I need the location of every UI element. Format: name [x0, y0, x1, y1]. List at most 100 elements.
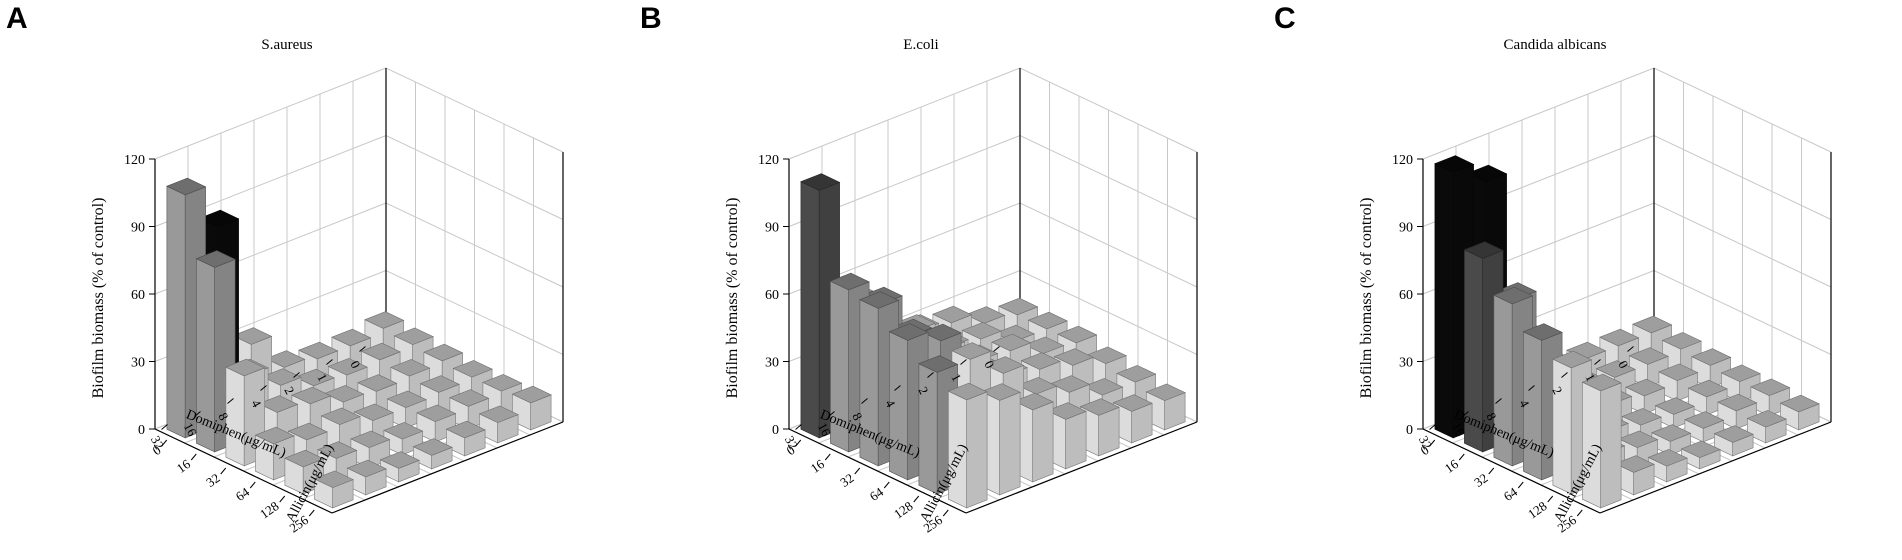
- z-tick-label: 0: [772, 423, 779, 438]
- bar-top: [1046, 402, 1087, 420]
- bar-top: [918, 355, 959, 373]
- bar-top: [232, 327, 273, 345]
- chart-candida-albicans: Candida albicans 0 30 60 90 120 Biofilm biomas…: [1358, 37, 1832, 536]
- y-axis-line: [965, 421, 1198, 514]
- y-tick: [220, 467, 227, 475]
- x-tick: [1594, 359, 1601, 365]
- y-tick-label: 32: [837, 470, 856, 490]
- z-tick-label: 0: [1406, 423, 1413, 438]
- z-tick-label: 90: [1399, 221, 1413, 236]
- y-tick: [1517, 481, 1524, 489]
- bar-top: [166, 177, 207, 196]
- bar-top: [800, 173, 841, 191]
- bar-top: [1595, 360, 1636, 378]
- bar-top: [991, 333, 1032, 352]
- bar-top: [1116, 365, 1157, 383]
- bar-top: [1658, 363, 1699, 381]
- bar-top: [1463, 241, 1504, 259]
- bar: [1779, 394, 1820, 431]
- x-tick: [1561, 372, 1568, 378]
- bar-face-left: [166, 185, 186, 439]
- bar-top: [1027, 311, 1068, 330]
- panel-c: C Candida albicans 0 30 60 90 120 Biofilm biom…: [1268, 0, 1902, 555]
- x-tick: [795, 424, 802, 430]
- panel-b: B E.coli 0 30 60 90 120 Biofilm biomass (% of …: [634, 0, 1268, 555]
- y-tick-label: 16: [808, 456, 828, 476]
- bar: [1713, 425, 1754, 457]
- bar-face-right: [1600, 382, 1622, 509]
- bar-top: [364, 311, 405, 329]
- bar-top: [452, 360, 493, 378]
- grid-line: [1422, 67, 1832, 160]
- y-tick: [942, 509, 949, 517]
- bar-face-left: [1552, 358, 1572, 495]
- x-tick: [927, 372, 934, 378]
- bar-top: [1632, 315, 1673, 334]
- y-tick: [1429, 439, 1436, 447]
- x-tick: [861, 398, 868, 404]
- bar-top: [980, 383, 1021, 401]
- y-tick-label: 64: [1501, 484, 1521, 504]
- bar-top: [829, 272, 870, 291]
- bar: [947, 382, 988, 509]
- bar-top: [393, 327, 434, 345]
- bar: [1684, 411, 1725, 443]
- bar-top: [1599, 328, 1640, 347]
- bar-top: [287, 422, 328, 441]
- chart-title: Candida albicans: [1504, 37, 1607, 53]
- bar-top: [327, 358, 368, 376]
- y-tick: [1576, 509, 1583, 517]
- bar-top: [298, 341, 339, 360]
- bar-top: [320, 407, 361, 425]
- bar: [1680, 440, 1721, 470]
- bar-face-right: [1065, 410, 1087, 470]
- x-tick: [1429, 424, 1436, 430]
- bar-face-right: [999, 391, 1021, 496]
- bar-top: [195, 250, 236, 268]
- bar-top: [346, 459, 387, 478]
- bar-top: [511, 385, 552, 404]
- bar-top: [313, 470, 354, 488]
- bar-top: [1614, 455, 1655, 473]
- bar-top: [254, 426, 295, 445]
- y-tick: [824, 453, 831, 461]
- z-tick-label: 120: [758, 153, 779, 168]
- x-tick: [326, 359, 333, 365]
- bars: [166, 177, 552, 509]
- x-tick: [260, 385, 267, 391]
- bar: [1614, 455, 1655, 496]
- bar-top: [258, 395, 299, 413]
- bar-top: [284, 449, 325, 468]
- bar-top: [1493, 286, 1534, 305]
- x-axis-line: [154, 428, 333, 514]
- bar-top: [1552, 350, 1593, 369]
- bar: [1687, 379, 1728, 416]
- bars: [800, 173, 1186, 509]
- chart-s-aureus: S.aureus 0 30 60 90 120 Biofilm biomass (% of …: [90, 37, 564, 536]
- panel-letter-a: A: [6, 2, 28, 35]
- bar-top: [294, 368, 335, 387]
- y-tick: [913, 495, 920, 503]
- bar-face-right: [1098, 406, 1120, 457]
- x-tick: [1462, 411, 1469, 417]
- bar-top: [1467, 164, 1508, 183]
- bar-top: [1625, 378, 1666, 397]
- bar-top: [1083, 378, 1124, 396]
- z-axis-label: Biofilm biomass (% of control): [724, 198, 741, 399]
- bar-top: [1628, 347, 1669, 365]
- y-tick-label: 128: [1525, 498, 1550, 521]
- chart-title: S.aureus: [261, 37, 312, 53]
- bar-top: [984, 356, 1025, 374]
- bar-top: [478, 405, 519, 423]
- x-tick: [194, 411, 201, 417]
- bar: [412, 438, 453, 470]
- bar-top: [331, 328, 372, 347]
- bar-top: [1717, 393, 1758, 412]
- bar-top: [324, 385, 365, 403]
- x-axis-line: [788, 428, 967, 514]
- bar-top: [1713, 425, 1754, 443]
- bar-top: [261, 368, 302, 386]
- bar-top: [1145, 383, 1186, 401]
- y-tick-label: 32: [203, 470, 222, 490]
- bar-top: [317, 441, 358, 459]
